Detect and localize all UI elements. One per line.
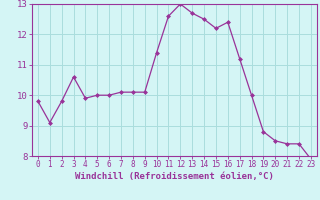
X-axis label: Windchill (Refroidissement éolien,°C): Windchill (Refroidissement éolien,°C) bbox=[75, 172, 274, 181]
